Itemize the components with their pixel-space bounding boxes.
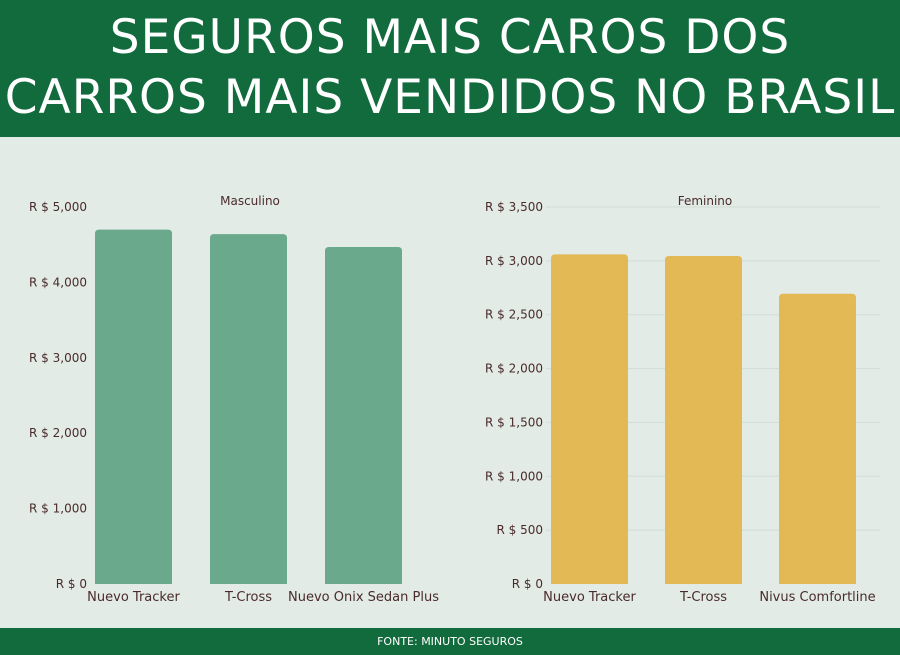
title-line-2: CARROS MAIS VENDIDOS NO BRASIL [4,70,896,125]
y-tick-label: R $ 3,000 [29,351,87,365]
y-tick-label: R $ 1,000 [485,469,543,483]
x-category-label: Nuevo Tracker [87,590,180,605]
y-tick-label: R $ 5,000 [29,200,87,214]
y-tick-label: R $ 2,500 [485,308,543,322]
title-line-1: SEGUROS MAIS CAROS DOS [109,10,791,65]
bar [551,254,628,584]
y-tick-label: R $ 500 [496,523,543,537]
header-banner: SEGUROS MAIS CAROS DOS CARROS MAIS VENDI… [0,0,900,137]
chart-title: Feminino [678,194,733,208]
y-tick-label: R $ 2,000 [485,362,543,376]
x-category-label: Nuevo Onix Sedan Plus [288,590,439,605]
chart-title: Masculino [220,194,280,208]
y-tick-label: R $ 4,000 [29,275,87,289]
bar [779,293,856,584]
y-tick-label: R $ 1,500 [485,415,543,429]
x-category-label: Nuevo Tracker [543,590,636,605]
x-category-label: Nivus Comfortline [759,590,875,605]
bar [210,234,287,585]
y-tick-label: R $ 0 [56,577,87,591]
y-tick-label: R $ 1,000 [29,502,87,516]
x-category-label: T-Cross [679,590,727,605]
y-tick-label: R $ 3,500 [485,200,543,214]
bar [325,246,402,584]
bar [665,256,742,584]
y-tick-label: R $ 3,000 [485,254,543,268]
source-footer: FONTE: MINUTO SEGUROS [0,628,900,655]
y-tick-label: R $ 0 [512,577,543,591]
x-category-label: T-Cross [224,590,272,605]
y-tick-label: R $ 2,000 [29,426,87,440]
bar [95,229,172,584]
